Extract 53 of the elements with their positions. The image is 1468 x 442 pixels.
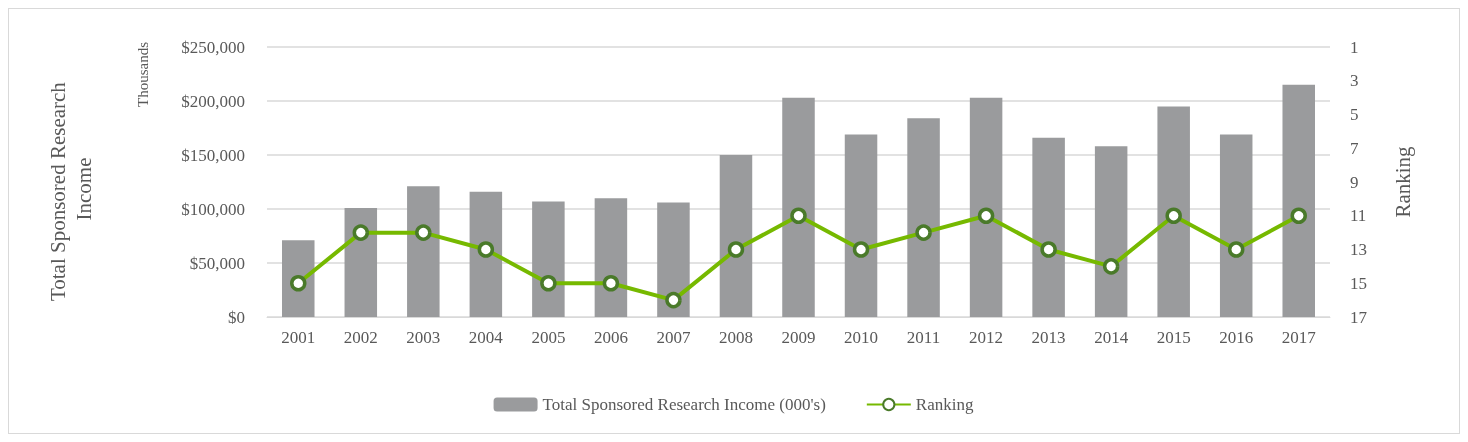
bar	[1282, 84, 1315, 317]
x-tick-label: 2017	[1281, 328, 1317, 347]
x-tick-label: 2015	[1156, 328, 1191, 347]
x-tick-label: 2005	[531, 328, 566, 347]
x-tick-label: 2008	[718, 328, 753, 347]
bar	[407, 186, 440, 317]
bar	[469, 191, 503, 317]
y-tick-label: $200,000	[181, 91, 245, 111]
y2-tick-label: 9	[1350, 172, 1359, 192]
y2-tick-label: 13	[1350, 240, 1367, 259]
bar	[1032, 137, 1065, 317]
y-tick-label: $150,000	[181, 145, 245, 165]
x-tick-label: 2016	[1219, 328, 1254, 347]
bar	[969, 97, 1003, 317]
x-tick-label: 2003	[406, 328, 441, 347]
bar	[657, 202, 690, 317]
bar	[344, 207, 378, 317]
bar	[907, 118, 940, 317]
bar	[844, 134, 878, 317]
bar	[1219, 134, 1253, 317]
bar	[594, 198, 628, 317]
x-tick-label: 2012	[969, 328, 1004, 347]
y2-tick-label: 11	[1350, 206, 1367, 226]
y-tick-label: $50,000	[189, 253, 245, 273]
y-axis-title: Total Sponsored Research Income	[46, 76, 96, 302]
x-tick-label: 2013	[1031, 328, 1066, 347]
legend-label: Ranking	[915, 395, 974, 414]
y2-tick-label: 5	[1350, 105, 1359, 124]
x-tick-label: 2010	[844, 328, 879, 347]
bar	[782, 97, 815, 317]
x-tick-label: 2004	[468, 328, 504, 347]
x-tick-label: 2007	[656, 328, 691, 347]
x-tick-label: 2014	[1094, 328, 1129, 347]
x-tick-label: 2006	[593, 328, 628, 347]
y-tick-label: $0	[228, 307, 245, 327]
x-tick-label: 2001	[281, 328, 316, 347]
y2-tick-label: 3	[1350, 71, 1359, 91]
bar	[532, 201, 565, 317]
legend-label: Total Sponsored Research Income (000's)	[542, 395, 826, 414]
bar	[1094, 146, 1128, 317]
bar	[719, 155, 753, 317]
x-tick-label: 2002	[343, 328, 378, 347]
y2-tick-label: 7	[1350, 138, 1359, 158]
y2-tick-label: 15	[1350, 273, 1367, 293]
y2-tick-label: 17	[1350, 307, 1368, 327]
bar	[1157, 106, 1190, 317]
x-tick-label: 2011	[906, 328, 941, 347]
y-tick-label: $250,000	[181, 37, 245, 57]
y2-tick-label: 1	[1350, 37, 1359, 57]
x-tick-label: 2009	[781, 328, 816, 347]
y2-axis-title: Ranking	[1390, 145, 1415, 218]
text: Thousands	[134, 41, 151, 107]
y-tick-label: $100,000	[181, 199, 245, 219]
